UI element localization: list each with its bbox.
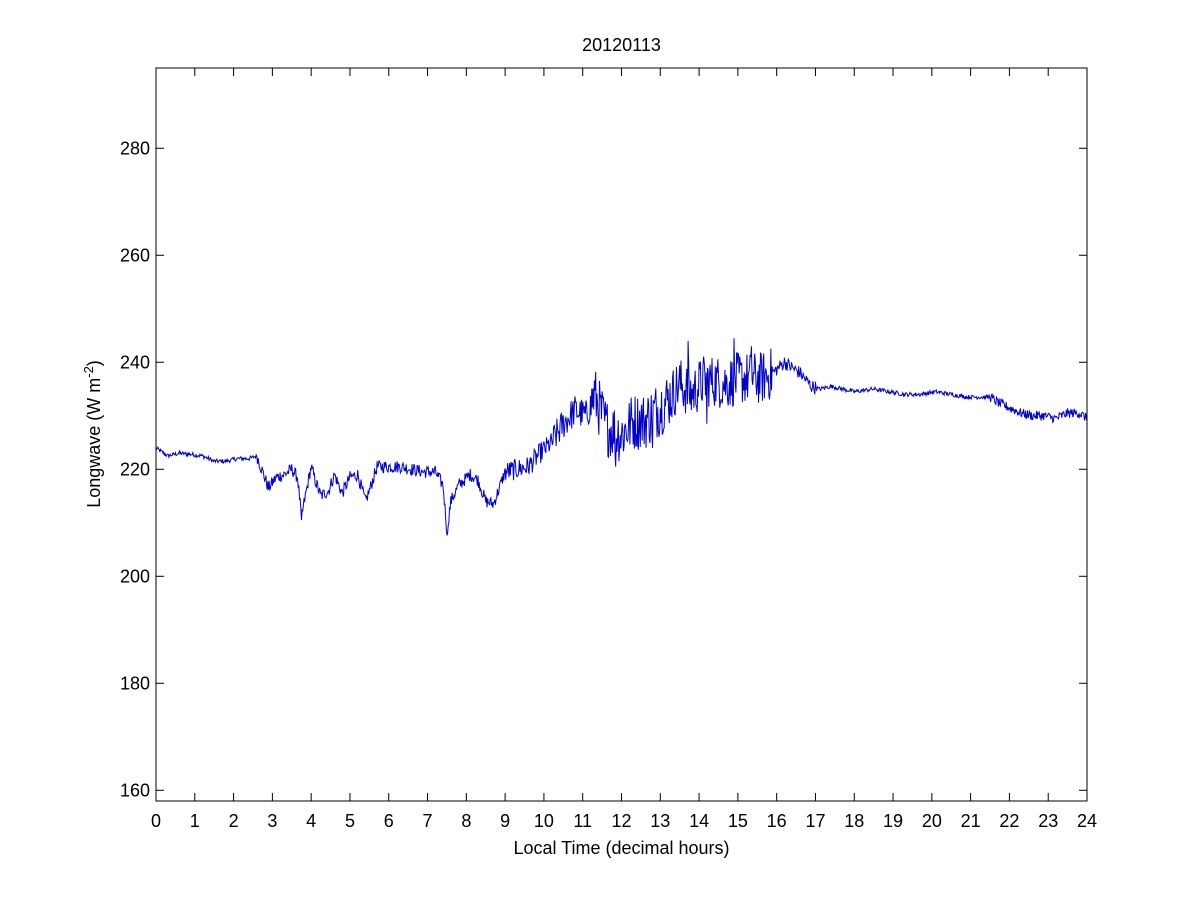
y-tick-label: 220 <box>120 459 150 479</box>
x-tick-label: 21 <box>961 811 981 831</box>
x-tick-label: 19 <box>883 811 903 831</box>
x-tick-label: 10 <box>534 811 554 831</box>
tick-marks <box>155 68 1088 801</box>
y-tick-label: 180 <box>120 673 150 693</box>
x-tick-label: 24 <box>1077 811 1097 831</box>
x-tick-label: 15 <box>728 811 748 831</box>
x-tick-label: 12 <box>611 811 631 831</box>
x-tick-label: 1 <box>190 811 200 831</box>
x-axis-label: Local Time (decimal hours) <box>513 838 729 858</box>
series-line <box>155 338 1088 536</box>
x-tick-label: 18 <box>844 811 864 831</box>
y-tick-label: 200 <box>120 566 150 586</box>
x-tick-label: 5 <box>345 811 355 831</box>
x-tick-label: 9 <box>500 811 510 831</box>
plot-frame <box>155 67 1088 802</box>
chart-title: 20120113 <box>582 35 661 55</box>
x-tick-label: 6 <box>384 811 394 831</box>
x-tick-label: 0 <box>151 811 161 831</box>
y-tick-labels: 160 180 200 220 240 260 280 <box>120 138 150 800</box>
series-layer <box>155 338 1088 536</box>
y-tick-label: 280 <box>120 138 150 158</box>
x-tick-label: 17 <box>805 811 825 831</box>
x-tick-label: 13 <box>650 811 670 831</box>
y-tick-label: 240 <box>120 352 150 372</box>
x-tick-label: 22 <box>999 811 1019 831</box>
x-tick-label: 23 <box>1038 811 1058 831</box>
x-tick-labels: 0 1 2 3 4 5 6 7 8 9 10 11 12 13 14 15 16 17 18 19 20 21 22 23 24 <box>151 811 1097 831</box>
x-tick-label: 8 <box>461 811 471 831</box>
y-axis-label-suffix: ) <box>84 360 104 366</box>
y-axis-label-superscript: -2 <box>81 366 96 378</box>
x-tick-label: 14 <box>689 811 709 831</box>
x-tick-label: 2 <box>229 811 239 831</box>
y-tick-label: 160 <box>120 780 150 800</box>
y-tick-label: 260 <box>120 245 150 265</box>
x-tick-label: 16 <box>767 811 787 831</box>
y-axis-label: Longwave (W m-2) <box>81 360 104 508</box>
x-tick-label: 7 <box>423 811 433 831</box>
x-tick-label: 11 <box>573 811 592 831</box>
x-tick-label: 4 <box>306 811 316 831</box>
y-axis-label-main: Longwave (W m <box>84 378 104 508</box>
x-tick-label: 20 <box>922 811 942 831</box>
x-tick-label: 3 <box>267 811 277 831</box>
